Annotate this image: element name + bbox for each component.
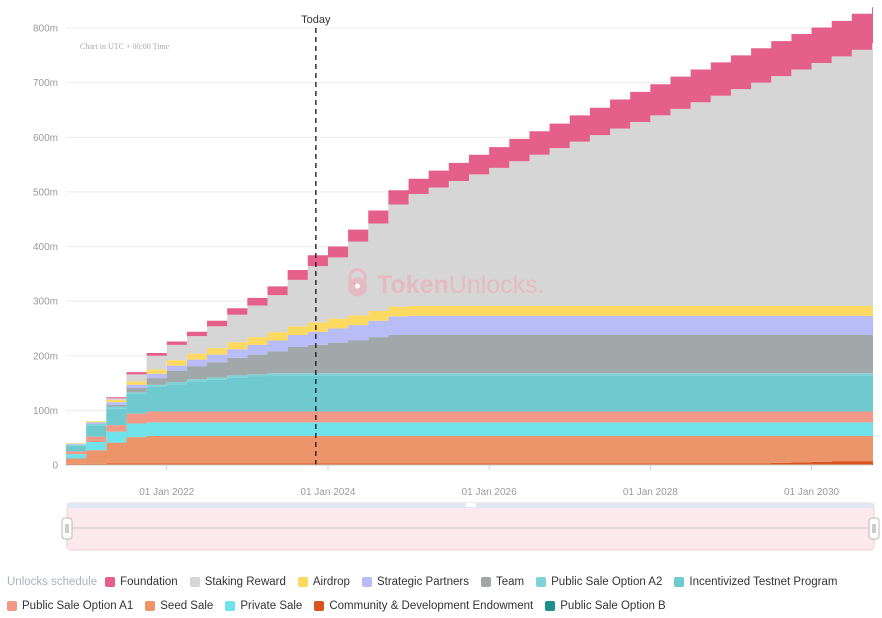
today-marker: Today — [301, 14, 331, 465]
x-axis-ticks: 01 Jan 2022 01 Jan 2024 01 Jan 2026 01 Jan … — [139, 465, 840, 498]
legend: Unlocks schedule Foundation Staking Rewar… — [7, 570, 877, 618]
area-series-staking-reward — [66, 43, 873, 444]
x-tick-label: 01 Jan 2024 — [300, 487, 355, 498]
y-axis-ticks: 0 100m 200m 300m 400m 500m 600m 700m 800m — [33, 24, 58, 472]
y-tick-label: 200m — [33, 351, 58, 362]
navigator-top-grip[interactable] — [466, 503, 476, 507]
legend-swatch — [314, 601, 325, 611]
area-series-strategic-partners — [66, 315, 873, 445]
legend-label: Community & Development Endowment — [329, 600, 534, 612]
legend-swatch — [225, 601, 236, 611]
legend-item-incentivized-testnet-program[interactable]: Incentivized Testnet Program — [674, 570, 837, 594]
area-series-incentivized-testnet-program — [66, 375, 873, 452]
y-tick-label: 400m — [33, 242, 58, 253]
area-series-community-development-endowment — [66, 461, 873, 465]
legend-label: Team — [496, 576, 525, 588]
y-tick-label: 300m — [33, 297, 58, 308]
lock-icon — [348, 268, 367, 297]
x-tick-label: 01 Jan 2022 — [139, 487, 194, 498]
legend-item-foundation[interactable]: Foundation — [105, 570, 178, 594]
legend-swatch — [674, 577, 685, 587]
legend-title: Unlocks schedule — [7, 576, 98, 588]
legend-item-team[interactable]: Team — [481, 570, 524, 594]
svg-text:TokenUnlocks.: TokenUnlocks. — [377, 271, 545, 299]
legend-swatch — [545, 601, 556, 611]
unlock-chart: 0 100m 200m 300m 400m 500m 600m 700m 800m 01 Jan… — [33, 7, 880, 551]
y-tick-label: 500m — [33, 187, 58, 198]
navigator-track[interactable] — [66, 502, 875, 551]
watermark-bold: Token — [377, 271, 449, 299]
legend-label: Incentivized Testnet Program — [689, 576, 838, 588]
x-tick-label: 01 Jan 2028 — [623, 487, 678, 498]
legend-item-public-sale-option-a2[interactable]: Public Sale Option A2 — [536, 570, 662, 594]
y-tick-label: 0 — [52, 461, 58, 472]
y-tick-label: 600m — [33, 133, 58, 144]
legend-item-public-sale-option-a1[interactable]: Public Sale Option A1 — [7, 594, 133, 618]
legend-label: Public Sale Option B — [560, 600, 666, 612]
legend-item-staking-reward[interactable]: Staking Reward — [189, 570, 286, 594]
y-tick-label: 100m — [33, 406, 58, 417]
legend-label: Staking Reward — [204, 576, 286, 588]
legend-label: Seed Sale — [160, 600, 214, 612]
legend-label: Strategic Partners — [376, 576, 469, 588]
legend-row: Unlocks schedule Foundation Staking Rewar… — [7, 570, 877, 594]
area-series-public-sale-option-a1 — [66, 411, 873, 455]
legend-swatch — [361, 577, 372, 587]
legend-swatch — [297, 577, 308, 587]
area-series-private-sale — [66, 422, 873, 459]
watermark: TokenUnlocks. — [348, 268, 545, 299]
area-series-team — [66, 334, 873, 445]
y-tick-label: 700m — [33, 78, 58, 89]
legend-swatch — [481, 577, 491, 587]
legend-swatch — [536, 577, 547, 587]
legend-label: Private Sale — [240, 600, 303, 612]
today-label: Today — [301, 14, 331, 26]
range-navigator[interactable] — [61, 502, 880, 551]
legend-item-community-development-endowment[interactable]: Community & Development Endowment — [314, 594, 533, 618]
legend-label: Public Sale Option A2 — [551, 576, 663, 588]
legend-label: Airdrop — [312, 576, 350, 588]
legend-swatch — [145, 601, 156, 611]
legend-swatch — [7, 601, 17, 611]
legend-row: Public Sale Option A1 Seed Sale Private Sa… — [7, 594, 877, 618]
navigator-left-handle[interactable] — [61, 517, 73, 540]
legend-item-strategic-partners[interactable]: Strategic Partners — [361, 570, 469, 594]
watermark-light: Unlocks. — [449, 271, 545, 299]
area-series-foundation — [66, 7, 873, 444]
area-series-seed-sale — [66, 436, 873, 464]
x-tick-label: 01 Jan 2026 — [462, 487, 517, 498]
legend-label: Public Sale Option A1 — [22, 600, 134, 612]
legend-item-seed-sale[interactable]: Seed Sale — [145, 594, 213, 618]
legend-item-public-sale-option-b[interactable]: Public Sale Option B — [545, 594, 666, 618]
legend-swatch — [105, 577, 116, 587]
legend-swatch — [189, 577, 200, 587]
legend-item-private-sale[interactable]: Private Sale — [225, 594, 302, 618]
navigator-right-handle[interactable] — [868, 517, 880, 540]
chart-timezone-note: Chart in UTC + 00:00 Time — [80, 42, 170, 51]
x-tick-label: 01 Jan 2030 — [784, 487, 839, 498]
legend-label: Foundation — [120, 576, 178, 588]
y-tick-label: 800m — [33, 24, 58, 35]
legend-item-airdrop[interactable]: Airdrop — [297, 570, 350, 594]
